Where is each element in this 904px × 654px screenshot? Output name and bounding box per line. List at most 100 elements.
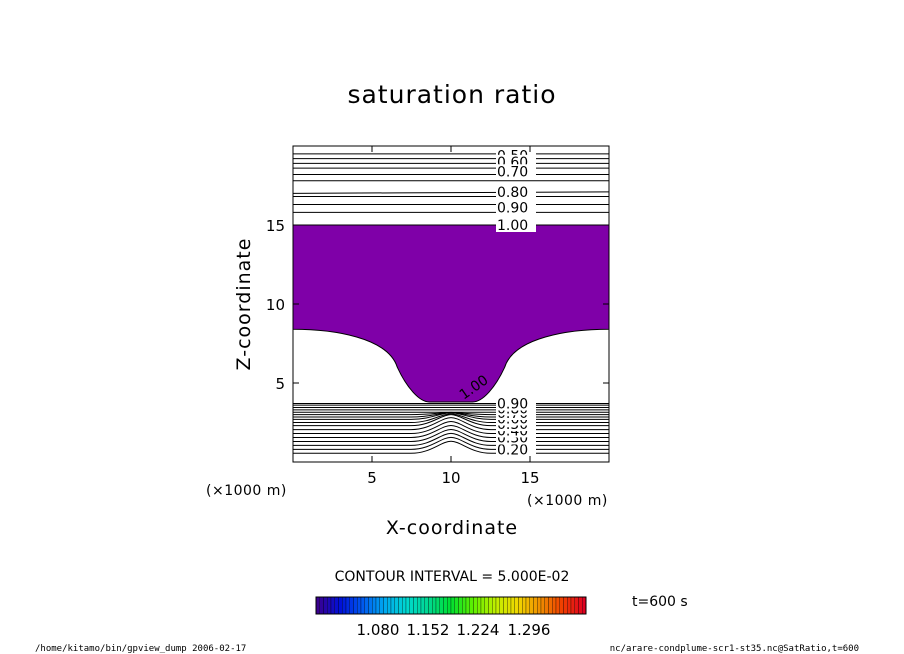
y-axis-label: Z-coordinate — [233, 238, 255, 371]
colorbar-cell — [360, 596, 365, 615]
colorbar-cell — [484, 596, 489, 615]
upper-contour-line — [292, 191, 610, 194]
colorbar-cell — [364, 596, 369, 615]
colorbar-cell — [540, 596, 545, 615]
lower-contour-label-bg — [496, 442, 536, 457]
colorbar-cell — [518, 596, 523, 615]
colorbar-cell — [428, 596, 433, 615]
colorbar-cell — [533, 596, 538, 615]
colorbar-cell — [323, 596, 328, 615]
colorbar-cell — [503, 596, 508, 615]
upper-contour-lines — [292, 153, 610, 226]
lower-contour-line — [293, 417, 609, 431]
colorbar-cell — [447, 596, 452, 615]
colorbar-cell — [522, 596, 527, 615]
y-tick-label: 10 — [266, 296, 285, 314]
shaded-region — [292, 224, 610, 403]
y-tick-label: 15 — [266, 217, 285, 235]
colorbar-cell — [567, 596, 572, 615]
colorbar-cell — [559, 596, 564, 615]
upper-contour-labels: 0.500.600.700.800.901.00 — [496, 148, 536, 234]
footer-left: /home/kitamo/bin/gpview_dump 2006-02-17 — [35, 644, 246, 654]
colorbar-cell — [432, 596, 437, 615]
colorbar-tick-label: 1.224 — [457, 621, 500, 639]
colorbar-cell — [465, 596, 470, 615]
x-tick-label: 5 — [367, 469, 377, 487]
lower-contour-label-bg — [496, 396, 536, 411]
colorbar-cell — [537, 596, 542, 615]
colorbar-cell — [525, 596, 530, 615]
lower-contour-line — [293, 425, 609, 439]
lower-contour-line — [293, 421, 609, 435]
footer-right: nc/arare-condplume-scr1-st35.nc@SatRatio… — [610, 644, 859, 654]
lower-contour-line — [293, 436, 609, 450]
lower-contour-line — [293, 412, 609, 420]
colorbar-cell — [469, 596, 474, 615]
colorbar-cell — [492, 596, 497, 615]
upper-contour-label-bg — [496, 164, 536, 179]
colorbar-frame — [315, 596, 587, 615]
plot-area: 0.500.600.700.800.901.00 0.200.300.400.5… — [266, 145, 610, 487]
axis-ticks: 5 10 15 5 10 15 — [266, 146, 609, 487]
colorbar-cell — [368, 596, 373, 615]
x-tick-label: 15 — [520, 469, 539, 487]
colorbar-cell — [420, 596, 425, 615]
colorbar-cell — [334, 596, 339, 615]
colorbar-cell — [495, 596, 500, 615]
colorbar-cell — [488, 596, 493, 615]
colorbar-cell — [439, 596, 444, 615]
upper-contour-label-bg — [496, 218, 536, 232]
colorbar-cell — [405, 596, 410, 615]
lower-contour-line — [293, 428, 609, 442]
upper-contour-label-bg — [496, 184, 536, 199]
colorbar-labels: 1.080 1.152 1.224 1.296 — [357, 621, 551, 639]
colorbar-cell — [375, 596, 380, 615]
colorbar-cell — [349, 596, 354, 615]
colorbar-cell — [480, 596, 485, 615]
colorbar-cell — [398, 596, 403, 615]
lower-contour-line — [293, 432, 609, 446]
colorbar-cell — [417, 596, 422, 615]
colorbar-cell — [578, 596, 583, 615]
x-tick-label: 10 — [441, 469, 460, 487]
colorbar-cell — [338, 596, 343, 615]
x-axis-label: X-coordinate — [386, 517, 518, 539]
lower-contour-labels: 0.200.300.400.500.600.700.800.90 — [496, 396, 536, 458]
colorbar-cell — [383, 596, 388, 615]
colorbar-cell — [574, 596, 579, 615]
colorbar-cell — [570, 596, 575, 615]
colorbar-cell — [544, 596, 549, 615]
colorbar-cell — [394, 596, 399, 615]
colorbar-cell — [413, 596, 418, 615]
colorbar-cell — [315, 596, 320, 615]
lower-contour-label: 0.90 — [497, 397, 528, 413]
colorbar-cell — [548, 596, 553, 615]
colorbar-cell — [473, 596, 478, 615]
upper-contour-label: 1.00 — [497, 218, 528, 234]
colorbar-cell — [510, 596, 515, 615]
upper-contour-label: 0.70 — [497, 164, 528, 180]
lower-contour-line — [293, 413, 609, 423]
colorbar-cell — [563, 596, 568, 615]
colorbar-cell — [443, 596, 448, 615]
upper-contour-label: 0.90 — [497, 201, 528, 217]
colorbar-cell — [402, 596, 407, 615]
lower-contour-line — [293, 414, 609, 427]
lower-contour-line — [293, 440, 609, 454]
colorbar-cell — [454, 596, 459, 615]
lower-contour-lines — [293, 403, 609, 454]
colorbar-cell — [379, 596, 384, 615]
colorbar-cell — [327, 596, 332, 615]
colorbar-cell — [582, 596, 587, 615]
colorbar-cell — [390, 596, 395, 615]
colorbar-cell — [507, 596, 512, 615]
colorbar-cell — [387, 596, 392, 615]
colorbar-cell — [458, 596, 463, 615]
colorbar-cell — [424, 596, 429, 615]
colorbar-tick-label: 1.152 — [407, 621, 450, 639]
colorbar-tick-label: 1.296 — [508, 621, 551, 639]
y-tick-label: 5 — [275, 375, 285, 393]
colorbar-cell — [477, 596, 482, 615]
x-axis-unit: (×1000 m) — [527, 493, 608, 509]
